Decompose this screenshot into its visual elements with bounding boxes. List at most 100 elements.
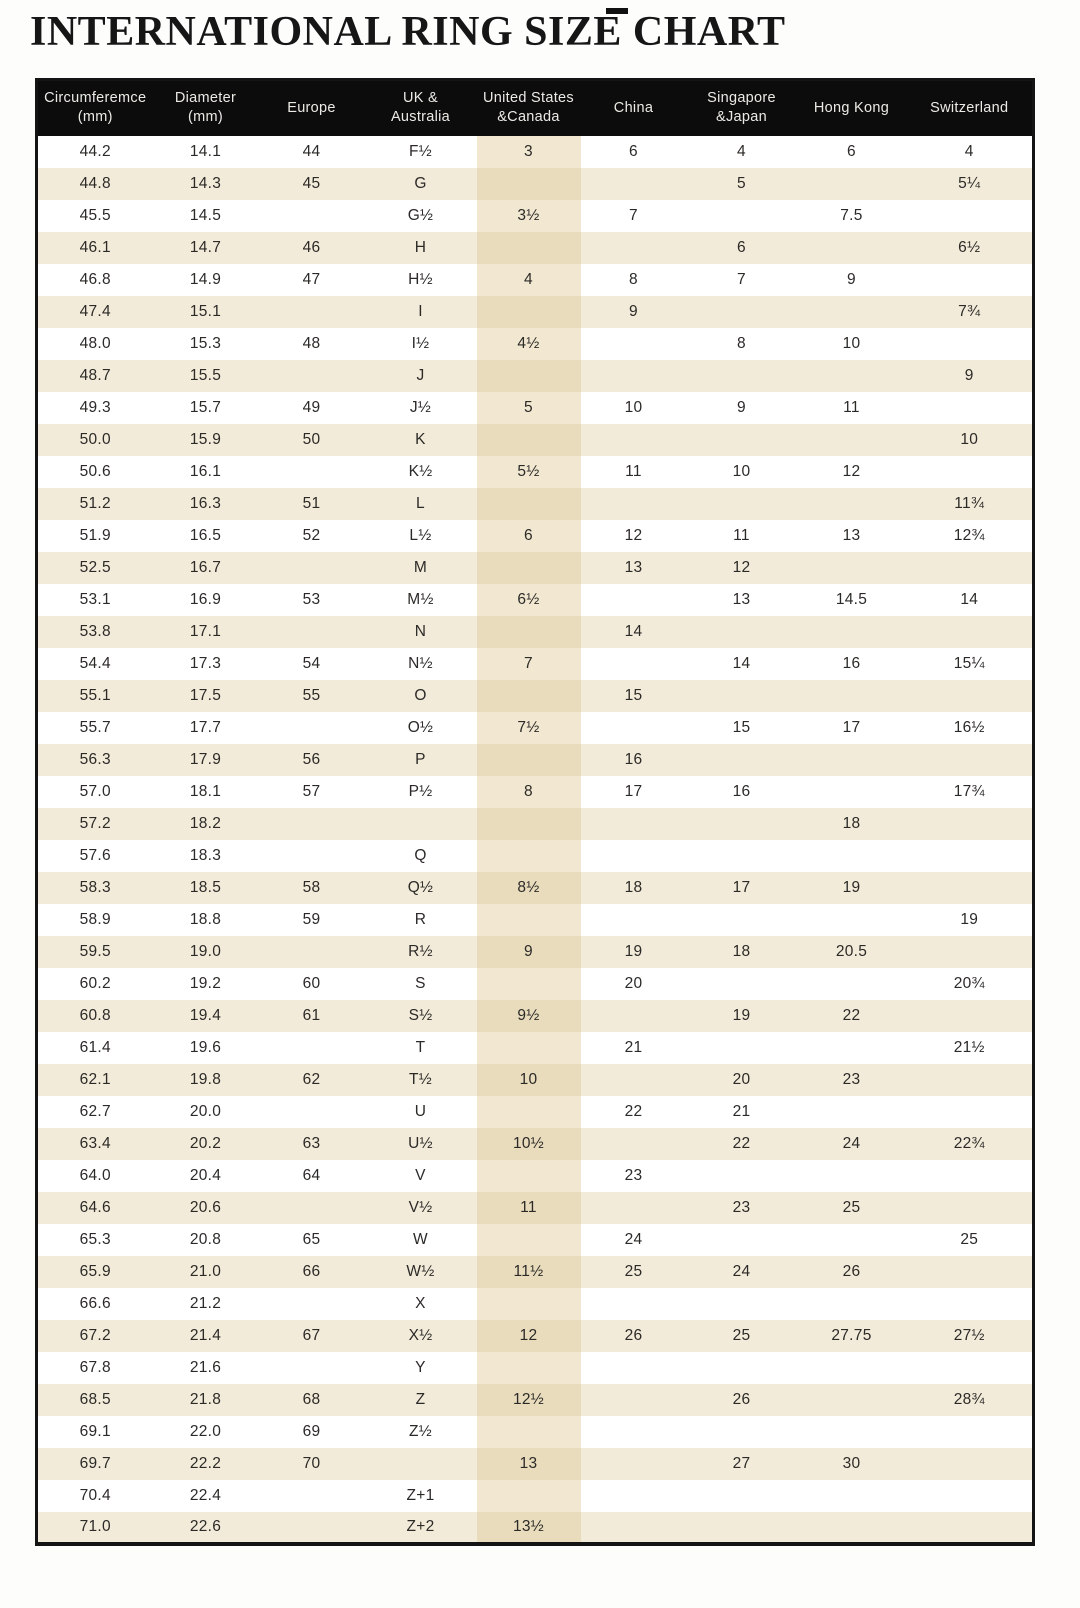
cell-china: [580, 999, 687, 1032]
cell-us-canada: [476, 487, 581, 520]
column-header-diameter-mm: Diameter (mm): [152, 79, 259, 136]
cell-diameter-mm: 20.8: [152, 1223, 259, 1256]
cell-diameter-mm: 22.0: [152, 1415, 259, 1448]
cell-europe: 62: [258, 1063, 365, 1096]
cell-uk-australia: P½: [364, 775, 477, 808]
cell-europe: 55: [258, 679, 365, 712]
cell-singapore-japan: 22: [686, 1127, 797, 1160]
cell-singapore-japan: [686, 1159, 797, 1192]
cell-singapore-japan: [686, 615, 797, 648]
cell-uk-australia: G½: [364, 199, 477, 232]
cell-hong-kong: 18: [796, 807, 907, 840]
cell-diameter-mm: 21.6: [152, 1351, 259, 1384]
cell-switzerland: [906, 615, 1034, 648]
cell-switzerland: [906, 551, 1034, 584]
cell-hong-kong: 7.5: [796, 199, 907, 232]
cell-china: 25: [580, 1255, 687, 1288]
cell-diameter-mm: 14.9: [152, 263, 259, 296]
cell-singapore-japan: 11: [686, 519, 797, 552]
cell-us-canada: 4: [476, 263, 581, 296]
cell-hong-kong: 6: [796, 135, 907, 168]
cell-circumference-mm: 66.6: [36, 1287, 153, 1320]
cell-us-canada: [476, 423, 581, 456]
page-title: INTERNATIONAL RING SIZE CHART: [30, 9, 786, 55]
table-row: 62.7 20.0 U 22 21: [36, 1095, 1034, 1128]
cell-china: [580, 807, 687, 840]
cell-switzerland: 12¾: [906, 519, 1034, 552]
cell-hong-kong: [796, 1351, 907, 1384]
cell-circumference-mm: 67.8: [36, 1351, 153, 1384]
cell-uk-australia: U: [364, 1095, 477, 1128]
cell-uk-australia: G: [364, 167, 477, 200]
cell-us-canada: 3: [476, 135, 581, 168]
table-row: 56.3 17.9 56 P 16: [36, 743, 1034, 776]
cell-us-canada: 11: [476, 1191, 581, 1224]
cell-uk-australia: N½: [364, 647, 477, 680]
cell-hong-kong: [796, 1415, 907, 1448]
column-header-europe: Europe: [258, 79, 365, 136]
cell-china: 6: [580, 135, 687, 168]
cell-china: [580, 423, 687, 456]
cell-uk-australia: K½: [364, 455, 477, 488]
table-row: 60.2 19.2 60 S 20 20¾: [36, 967, 1034, 1000]
cell-diameter-mm: 18.1: [152, 775, 259, 808]
cell-europe: 51: [258, 487, 365, 520]
cell-china: [580, 839, 687, 872]
cell-uk-australia: V½: [364, 1191, 477, 1224]
cell-diameter-mm: 16.1: [152, 455, 259, 488]
cell-circumference-mm: 59.5: [36, 935, 153, 968]
cell-uk-australia: Z: [364, 1383, 477, 1416]
table-row: 64.6 20.6 V½ 11 23 25: [36, 1191, 1034, 1224]
cell-diameter-mm: 20.6: [152, 1191, 259, 1224]
cell-china: [580, 1127, 687, 1160]
cell-diameter-mm: 22.2: [152, 1447, 259, 1480]
cell-circumference-mm: 54.4: [36, 647, 153, 680]
table-row: 54.4 17.3 54 N½ 7 14 16 15¼: [36, 647, 1034, 680]
cell-us-canada: 8: [476, 775, 581, 808]
cell-europe: [258, 615, 365, 648]
table-row: 57.6 18.3 Q: [36, 839, 1034, 872]
cell-china: 7: [580, 199, 687, 232]
table-row: 53.8 17.1 N 14: [36, 615, 1034, 648]
cell-diameter-mm: 15.5: [152, 359, 259, 392]
cell-china: 23: [580, 1159, 687, 1192]
cell-europe: 56: [258, 743, 365, 776]
cell-singapore-japan: [686, 295, 797, 328]
cell-hong-kong: 9: [796, 263, 907, 296]
cell-diameter-mm: 18.5: [152, 871, 259, 904]
cell-us-canada: [476, 231, 581, 264]
cell-china: 15: [580, 679, 687, 712]
cell-switzerland: [906, 455, 1034, 488]
cell-europe: 47: [258, 263, 365, 296]
cell-us-canada: [476, 1351, 581, 1384]
column-header-hong-kong: Hong Kong: [796, 79, 907, 136]
table-row: 55.1 17.5 55 O 15: [36, 679, 1034, 712]
cell-diameter-mm: 18.3: [152, 839, 259, 872]
cell-uk-australia: M½: [364, 583, 477, 616]
cell-china: 8: [580, 263, 687, 296]
cell-circumference-mm: 70.4: [36, 1479, 153, 1512]
cell-hong-kong: 17: [796, 711, 907, 744]
cell-diameter-mm: 21.0: [152, 1255, 259, 1288]
column-header-circumference-mm: Circumferemce (mm): [36, 79, 153, 136]
cell-europe: 50: [258, 423, 365, 456]
cell-circumference-mm: 64.0: [36, 1159, 153, 1192]
cell-europe: 46: [258, 231, 365, 264]
cell-china: 10: [580, 391, 687, 424]
cell-switzerland: [906, 999, 1034, 1032]
cell-europe: 48: [258, 327, 365, 360]
cell-hong-kong: [796, 775, 907, 808]
table-row: 50.6 16.1 K½ 5½ 11 10 12: [36, 455, 1034, 488]
cell-circumference-mm: 65.3: [36, 1223, 153, 1256]
cell-china: 24: [580, 1223, 687, 1256]
cell-hong-kong: 22: [796, 999, 907, 1032]
cell-diameter-mm: 14.5: [152, 199, 259, 232]
table-row: 68.5 21.8 68 Z 12½ 26 28¾: [36, 1383, 1034, 1416]
cell-europe: [258, 199, 365, 232]
cell-diameter-mm: 19.8: [152, 1063, 259, 1096]
cell-us-canada: [476, 807, 581, 840]
cell-hong-kong: [796, 295, 907, 328]
cell-china: 13: [580, 551, 687, 584]
cell-china: 26: [580, 1319, 687, 1352]
cell-china: [580, 647, 687, 680]
